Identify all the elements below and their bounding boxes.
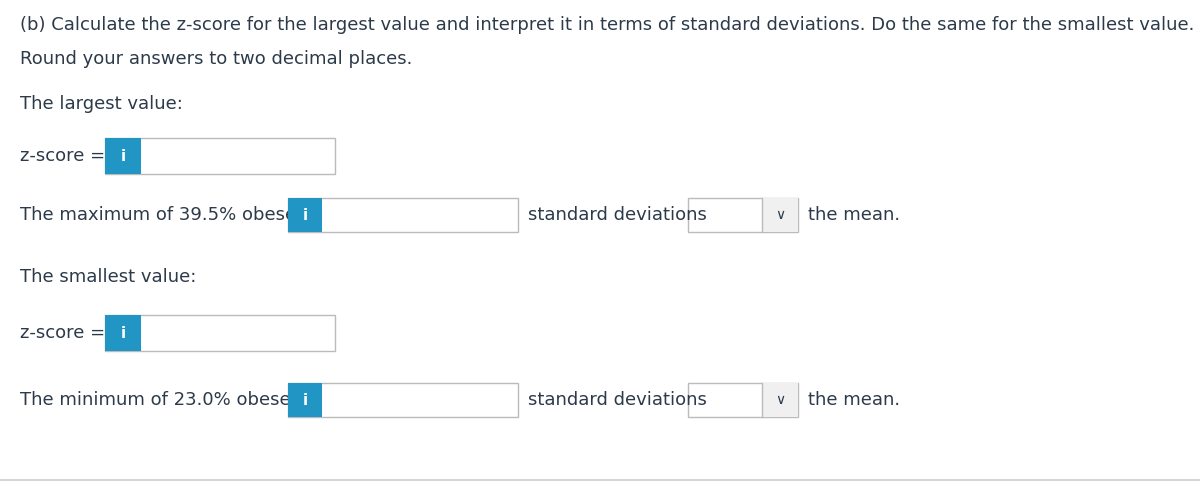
Text: i: i — [302, 392, 307, 407]
FancyBboxPatch shape — [762, 198, 798, 232]
Text: the mean.: the mean. — [808, 206, 900, 224]
Text: The smallest value:: The smallest value: — [20, 268, 197, 286]
Text: i: i — [302, 208, 307, 223]
Text: z-score =: z-score = — [20, 147, 110, 165]
Text: The largest value:: The largest value: — [20, 95, 182, 113]
FancyBboxPatch shape — [288, 383, 322, 417]
FancyBboxPatch shape — [106, 138, 142, 174]
FancyBboxPatch shape — [688, 383, 798, 417]
FancyBboxPatch shape — [288, 383, 518, 417]
Text: z-score =: z-score = — [20, 324, 110, 342]
Text: standard deviations: standard deviations — [528, 391, 707, 409]
FancyBboxPatch shape — [688, 198, 798, 232]
Text: ∨: ∨ — [775, 208, 785, 222]
Text: Round your answers to two decimal places.: Round your answers to two decimal places… — [20, 50, 413, 68]
Text: standard deviations: standard deviations — [528, 206, 707, 224]
Text: i: i — [120, 148, 126, 163]
FancyBboxPatch shape — [106, 315, 142, 351]
Text: (b) Calculate the z-score for the largest value and interpret it in terms of sta: (b) Calculate the z-score for the larges… — [20, 16, 1194, 34]
FancyBboxPatch shape — [106, 315, 335, 351]
Text: ∨: ∨ — [775, 393, 785, 407]
FancyBboxPatch shape — [288, 198, 518, 232]
FancyBboxPatch shape — [288, 198, 322, 232]
FancyBboxPatch shape — [762, 383, 798, 417]
Text: The minimum of 23.0% obese is: The minimum of 23.0% obese is — [20, 391, 311, 409]
Text: i: i — [120, 326, 126, 341]
Text: the mean.: the mean. — [808, 391, 900, 409]
Text: The maximum of 39.5% obese is: The maximum of 39.5% obese is — [20, 206, 317, 224]
FancyBboxPatch shape — [106, 138, 335, 174]
